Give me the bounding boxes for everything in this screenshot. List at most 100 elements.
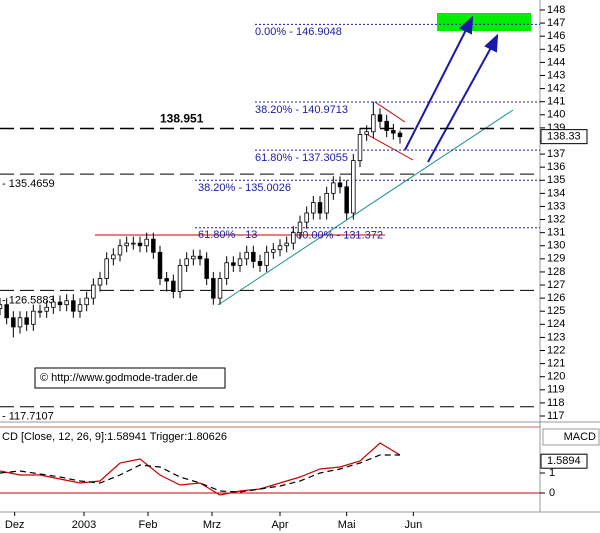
candle-body xyxy=(331,182,336,194)
fib-label: 61.80% - 137.3055 xyxy=(255,152,348,164)
candle-body xyxy=(344,186,349,214)
candle-body xyxy=(257,261,263,266)
y-tick-label: 130 xyxy=(547,240,565,252)
candle-body xyxy=(104,258,109,279)
candle-body xyxy=(271,249,276,253)
candle-body xyxy=(197,255,203,260)
y-tick-label: 1 xyxy=(549,467,555,479)
y-tick-label: 140 xyxy=(547,109,565,121)
candle-body xyxy=(117,245,123,256)
y-tick-label: 147 xyxy=(547,17,565,29)
candle-body xyxy=(71,300,76,312)
level-label: 138.951 xyxy=(160,112,204,126)
candle-body xyxy=(64,300,69,306)
macd-label: MACD xyxy=(564,431,596,443)
candle-body xyxy=(284,242,289,247)
candle-body xyxy=(224,262,229,279)
candle-body xyxy=(351,160,356,214)
fib-label: 100.00% - 131.372 xyxy=(290,230,383,242)
candle-body xyxy=(77,304,83,312)
x-tick-label: Apr xyxy=(271,519,288,531)
candle-body xyxy=(244,251,249,260)
candle-body xyxy=(164,278,169,282)
y-tick-label: 136 xyxy=(547,161,565,173)
candle-body xyxy=(317,202,323,214)
fib-label: 0.00% - 146.9048 xyxy=(255,26,342,38)
last-value-box xyxy=(540,453,588,469)
y-tick-label: 126 xyxy=(547,292,565,304)
flag-line xyxy=(374,101,406,123)
candle-body xyxy=(277,245,283,251)
last-price-label: 138.33 xyxy=(547,131,581,143)
y-tick-label: 141 xyxy=(547,96,565,108)
candle-body xyxy=(384,120,389,131)
candle-body xyxy=(191,255,196,260)
y-tick-label: 121 xyxy=(547,358,565,370)
last-price-box xyxy=(540,129,588,145)
candle-body xyxy=(151,238,156,253)
x-tick-label: 2003 xyxy=(72,519,96,531)
y-tick-label: 117 xyxy=(547,410,565,422)
macd-line xyxy=(0,454,400,493)
y-tick-label: 134 xyxy=(547,187,565,199)
y-tick-label: 142 xyxy=(547,82,565,94)
candle-body xyxy=(144,238,149,247)
candle-body xyxy=(84,297,89,306)
y-tick-label: 125 xyxy=(547,305,565,317)
level-label: - 126.5883 xyxy=(2,294,55,306)
arrows xyxy=(404,15,499,163)
x-tick-label: Mrz xyxy=(203,519,221,531)
candle-body xyxy=(217,278,223,299)
candle-body xyxy=(204,258,209,279)
y-tick-label: 123 xyxy=(547,331,565,343)
y-tick-label: 133 xyxy=(547,200,565,212)
x-tick-label: Jun xyxy=(404,519,422,531)
candle-body xyxy=(311,202,316,214)
y-tick-label: 131 xyxy=(547,227,565,239)
candle-body xyxy=(24,317,29,325)
candle-body xyxy=(137,242,143,247)
last-value-label: 1.5894 xyxy=(547,455,581,467)
candle-body xyxy=(184,258,189,266)
candle-body xyxy=(124,242,129,247)
y-tick-label: 137 xyxy=(547,148,565,160)
candle-body xyxy=(397,132,403,138)
y-tick-label: 128 xyxy=(547,266,565,278)
candle-body xyxy=(391,130,396,134)
y-tick-label: 122 xyxy=(547,344,565,356)
level-label: - 117.7107 xyxy=(2,411,54,423)
candle-body xyxy=(31,310,36,325)
candle-body xyxy=(17,317,23,328)
y-tick-label: 132 xyxy=(547,213,565,225)
macd-line xyxy=(0,442,401,496)
y-tick-label: 120 xyxy=(547,371,565,383)
y-tick-label: 124 xyxy=(547,318,565,330)
candle-body xyxy=(231,262,236,266)
y-tick-label: 146 xyxy=(547,30,565,42)
copyright: © http://www.godmode-trader.de xyxy=(40,372,198,384)
y-tick-label: 129 xyxy=(547,253,565,265)
y-tick-label: 145 xyxy=(547,43,565,55)
candle-body xyxy=(37,310,43,313)
flag-line xyxy=(367,134,414,161)
candle-body xyxy=(97,278,103,286)
fib-label: 38.20% - 135.0026 xyxy=(198,182,291,194)
x-tick-label: Mai xyxy=(338,519,356,531)
candle-body xyxy=(111,254,116,260)
y-tick-label: 127 xyxy=(547,279,565,291)
y-tick-label: 0 xyxy=(549,487,555,499)
macd-title: CD [Close, 12, 26, 9]:1.58941 Trigger:1.… xyxy=(2,431,227,443)
candle-body xyxy=(51,301,56,308)
candle-body xyxy=(44,306,49,312)
candle-body xyxy=(91,284,96,299)
candle-body xyxy=(0,304,3,310)
x-tick-label: Dez xyxy=(5,519,25,531)
y-tick-label: 119 xyxy=(547,384,565,396)
candle-body xyxy=(177,264,183,292)
candle-body xyxy=(251,251,256,262)
candle-body xyxy=(304,212,309,223)
candle-body xyxy=(297,221,303,234)
target-box xyxy=(437,13,531,31)
candle-body xyxy=(291,232,296,244)
